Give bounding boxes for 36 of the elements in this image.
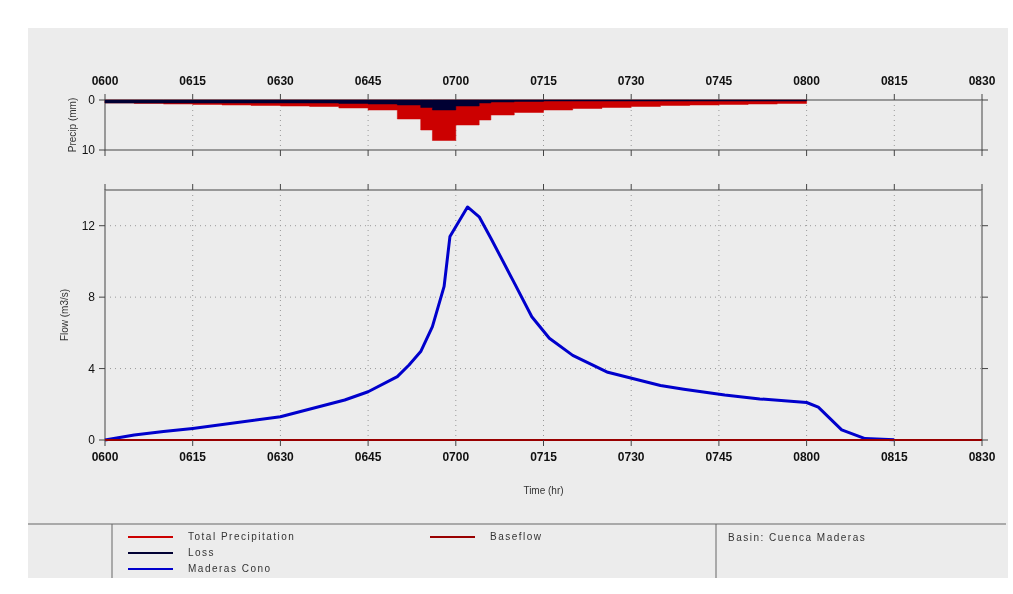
x-tick-label: 0745 bbox=[705, 450, 733, 464]
legend-label: Loss bbox=[188, 547, 216, 558]
x-tick-label: 0615 bbox=[179, 74, 207, 88]
legend-label: Total Precipitation bbox=[188, 531, 296, 542]
x-tick-label: 0800 bbox=[793, 74, 821, 88]
y-axis-title: Flow (m3/s) bbox=[59, 288, 70, 342]
y-axis-title: Precip (mm) bbox=[67, 97, 78, 153]
x-tick-label: 0830 bbox=[968, 74, 996, 88]
x-tick-label: 0715 bbox=[530, 74, 558, 88]
x-tick-label: 0745 bbox=[705, 74, 733, 88]
x-tick-label: 0700 bbox=[442, 74, 470, 88]
x-tick-label: 0600 bbox=[91, 450, 119, 464]
x-tick-label: 0600 bbox=[91, 74, 119, 88]
x-tick-label: 0815 bbox=[880, 450, 908, 464]
x-tick-label: 0800 bbox=[793, 450, 821, 464]
y-tick-label: 12 bbox=[81, 218, 96, 233]
x-tick-label: 0715 bbox=[530, 450, 558, 464]
x-tick-label: 0830 bbox=[968, 450, 996, 464]
x-tick-label: 0645 bbox=[354, 450, 382, 464]
x-axis-title: Time (hr) bbox=[523, 485, 564, 496]
x-tick-label: 0730 bbox=[617, 450, 645, 464]
x-tick-label: 0700 bbox=[442, 450, 470, 464]
x-tick-label: 0645 bbox=[354, 74, 382, 88]
y-tick-label: 0 bbox=[88, 93, 96, 107]
y-tick-label: 8 bbox=[88, 290, 96, 305]
y-tick-label: 10 bbox=[81, 143, 96, 157]
x-tick-label: 0630 bbox=[267, 450, 295, 464]
legend-label: Baseflow bbox=[490, 531, 543, 542]
text: Basin: Cuenca Maderas bbox=[728, 532, 867, 543]
legend-label: Maderas Cono bbox=[188, 563, 272, 574]
x-tick-label: 0615 bbox=[179, 450, 207, 464]
x-tick-label: 0815 bbox=[880, 74, 908, 88]
y-tick-label: 4 bbox=[88, 361, 96, 376]
x-tick-label: 0630 bbox=[267, 74, 295, 88]
y-tick-label: 0 bbox=[88, 433, 96, 447]
x-tick-label: 0730 bbox=[617, 74, 645, 88]
